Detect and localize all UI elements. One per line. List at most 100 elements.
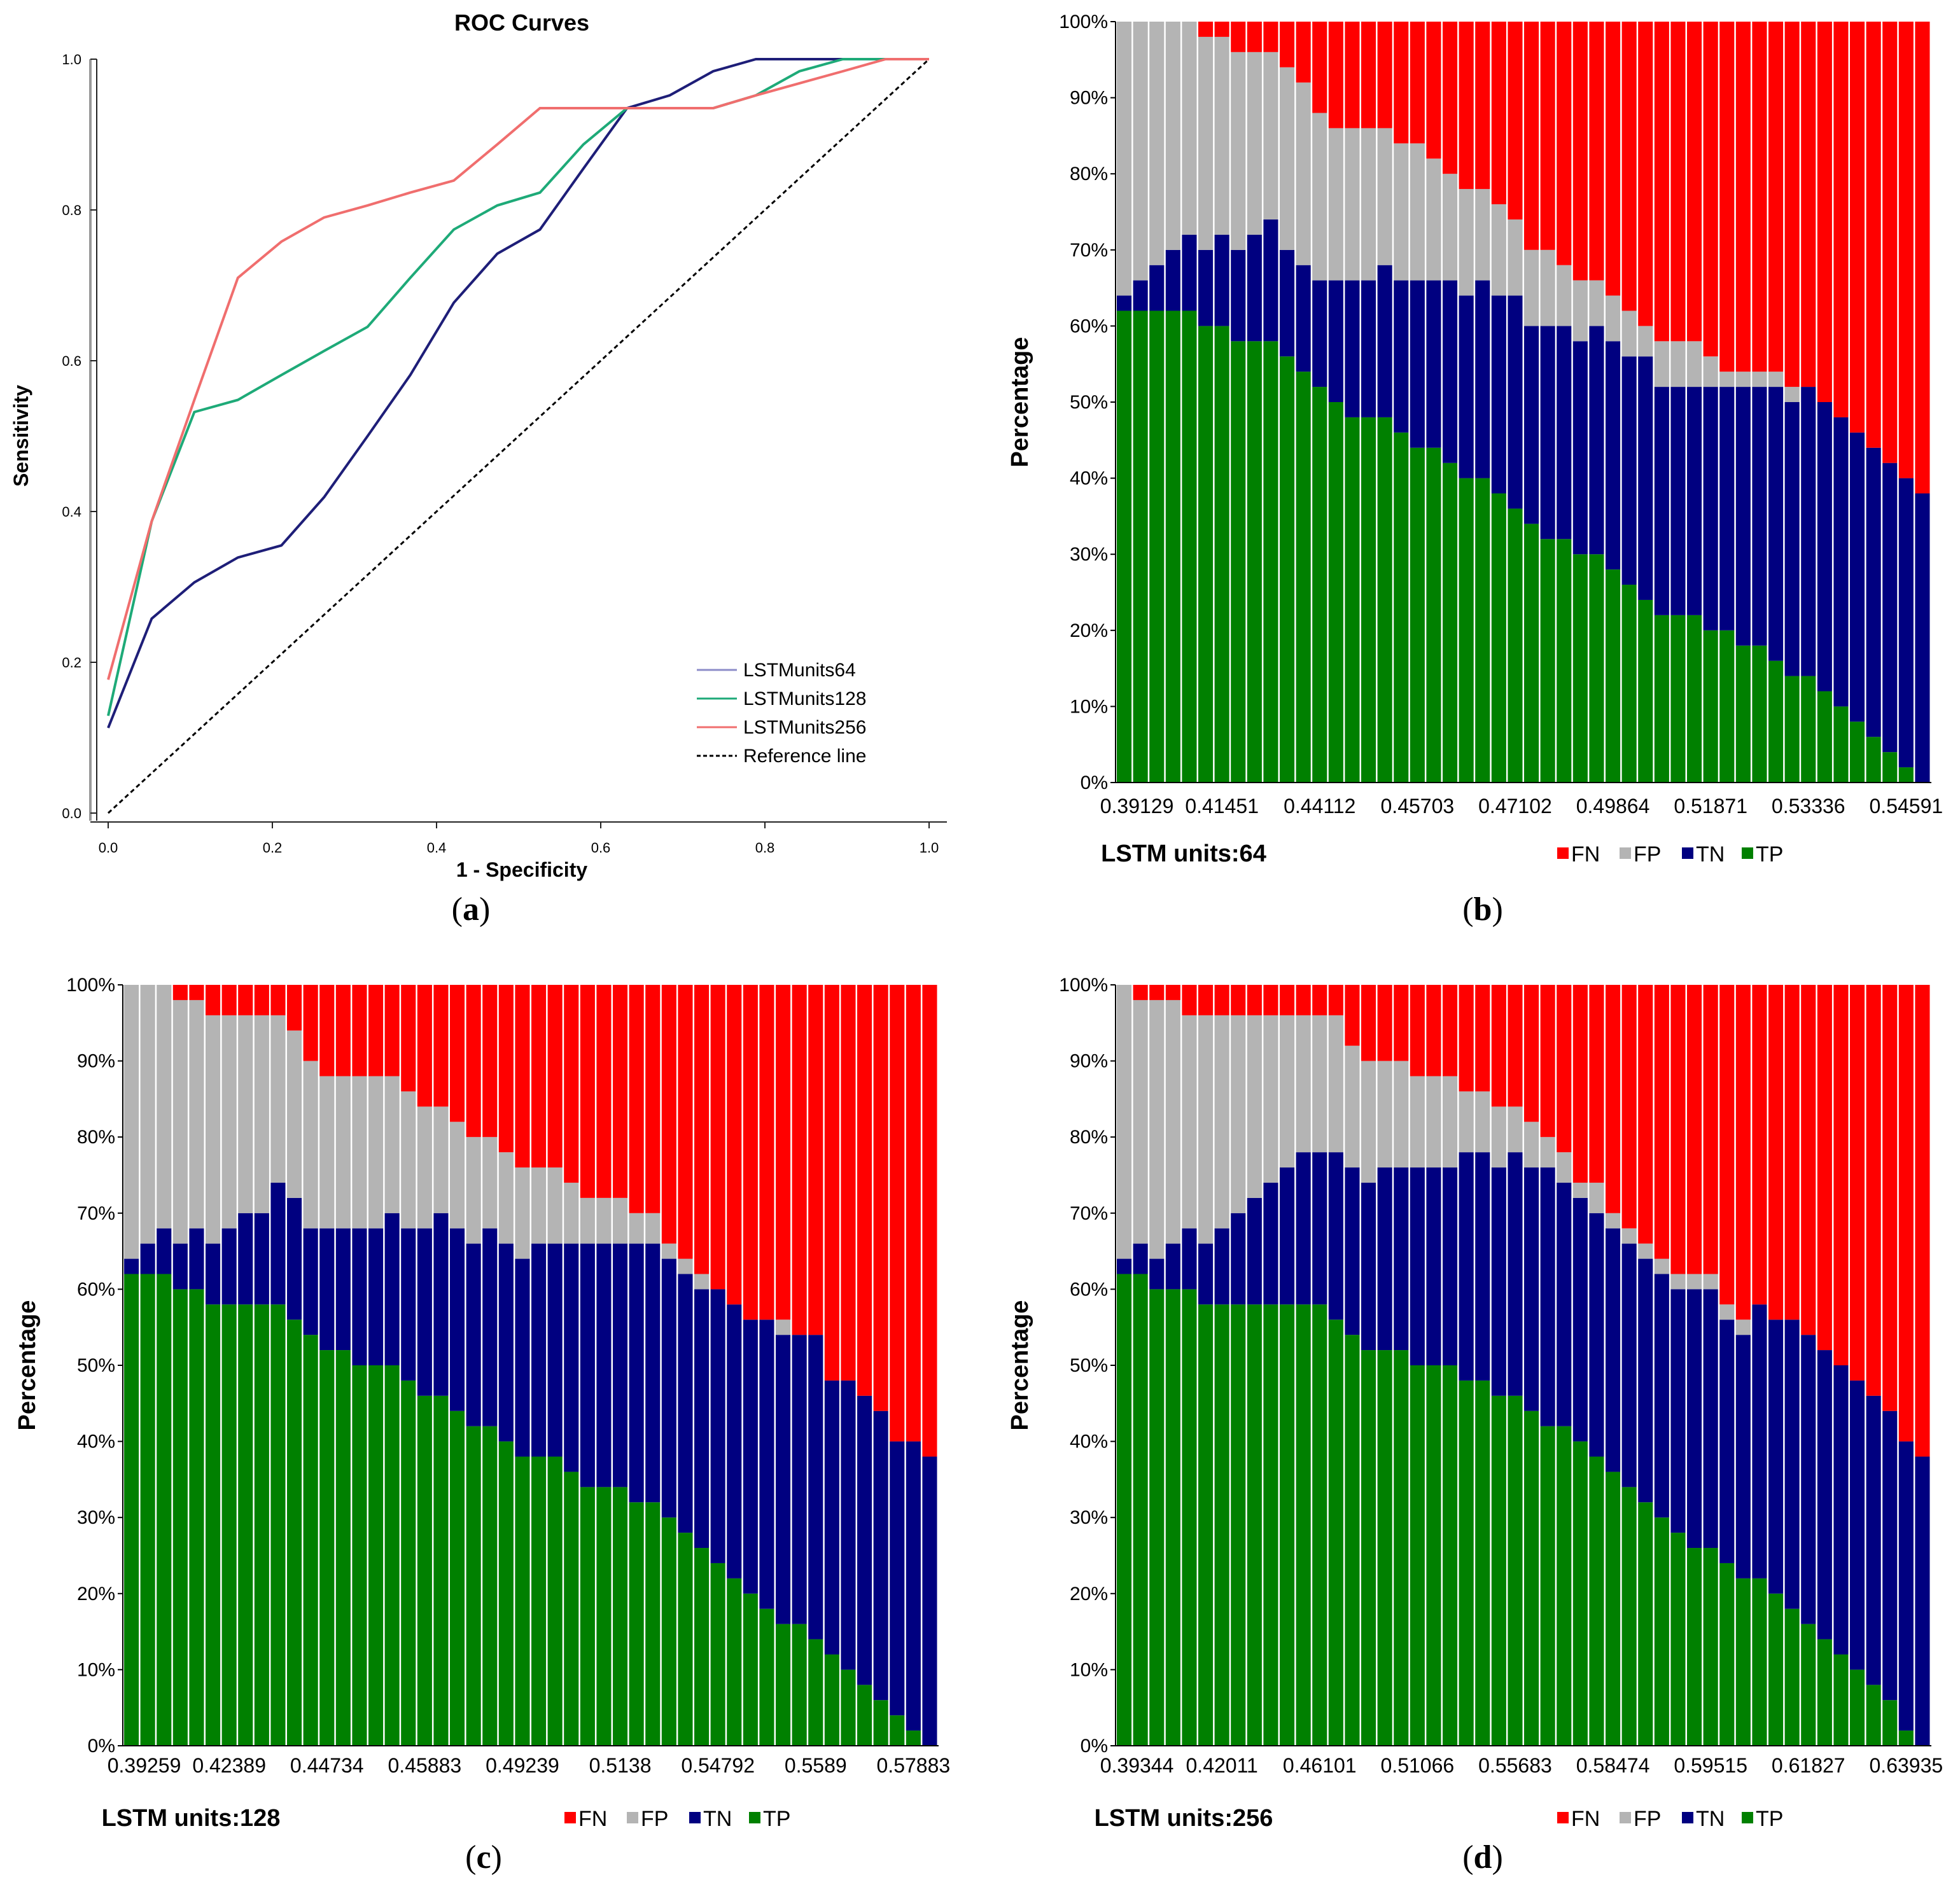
bar-fn xyxy=(1915,985,1930,1457)
bar-fn xyxy=(1882,22,1898,463)
bar-tp xyxy=(1768,660,1784,783)
bar-fp xyxy=(1703,1274,1718,1290)
roc-y-axis-label: Sensitivity xyxy=(10,385,32,487)
bar-tn xyxy=(580,1243,595,1487)
bar-fn xyxy=(1491,985,1506,1107)
bar-fn xyxy=(873,985,888,1411)
bar-tp xyxy=(1719,1563,1735,1746)
bar-fn xyxy=(1589,985,1604,1183)
legend-label: Reference line xyxy=(743,746,866,767)
y-tick-label: 30% xyxy=(1070,1507,1108,1528)
bar-tn xyxy=(1621,356,1637,585)
bar-tp xyxy=(417,1395,432,1746)
legend-swatch-tn xyxy=(1682,847,1693,859)
bar-tp xyxy=(1540,539,1555,783)
bar-fn xyxy=(1475,985,1490,1092)
y-tick-label: 60% xyxy=(1070,316,1108,337)
bar-fn xyxy=(710,985,725,1290)
bar-tn xyxy=(1670,1289,1686,1533)
chart-title: LSTM units:64 xyxy=(1101,840,1266,867)
legend-swatch-fp xyxy=(627,1812,638,1823)
bar-fn xyxy=(1198,22,1214,37)
legend-swatch-tp xyxy=(1742,847,1753,859)
x-tick-label: 0.5138 xyxy=(589,1754,652,1777)
bar-tn xyxy=(1752,387,1767,646)
bar-fp xyxy=(1133,22,1148,281)
bar-fn xyxy=(1263,985,1278,1015)
x-tick-label: 0.45703 xyxy=(1381,795,1455,818)
bar-fp xyxy=(1508,219,1523,296)
bar-tn xyxy=(1182,234,1197,311)
bar-fp xyxy=(1280,1015,1295,1168)
bar-tp xyxy=(1426,1365,1441,1746)
bar-fn xyxy=(906,985,921,1442)
bar-tp xyxy=(1296,1304,1311,1746)
roc-y-tick-label: 0.8 xyxy=(62,202,81,218)
bar-fp xyxy=(368,1076,384,1229)
bar-tp xyxy=(824,1654,839,1746)
bar-fp xyxy=(1735,1320,1751,1335)
bar-tn xyxy=(661,1258,676,1518)
bar-fn xyxy=(1898,985,1914,1442)
bar-tn xyxy=(1345,1167,1360,1335)
bar-tn xyxy=(172,1243,188,1290)
bar-fp xyxy=(1296,82,1311,265)
bar-fn xyxy=(857,985,872,1396)
bar-tn xyxy=(1850,432,1865,722)
legend-label: TN xyxy=(1696,1807,1725,1831)
bar-fn xyxy=(1801,22,1816,387)
bar-fn xyxy=(401,985,416,1092)
bar-tn xyxy=(1410,280,1425,448)
bar-fp xyxy=(1117,22,1132,296)
bar-fn xyxy=(629,985,644,1213)
bar-fp xyxy=(1247,52,1262,235)
bar-tn xyxy=(1882,1410,1898,1701)
bar-tn xyxy=(1703,1289,1718,1549)
bar-tp xyxy=(1443,1365,1458,1746)
bar-tp xyxy=(1638,599,1653,783)
bar-fn xyxy=(1654,985,1669,1259)
roc-series-lstmunits128 xyxy=(107,58,929,716)
roc-x-tick-label: 0.6 xyxy=(591,840,611,856)
bar-tn xyxy=(417,1228,432,1396)
bar-fn xyxy=(1377,22,1392,129)
bar-tn xyxy=(1524,326,1539,524)
bar-fp xyxy=(335,1076,351,1229)
bar-fn xyxy=(1198,985,1214,1015)
bar-tn xyxy=(140,1243,155,1274)
legend-label: FN xyxy=(578,1807,607,1831)
y-tick-label: 80% xyxy=(77,1127,115,1148)
bar-tp xyxy=(238,1304,253,1746)
bar-fn xyxy=(335,985,351,1076)
bar-tn xyxy=(1491,1167,1506,1396)
bar-tp xyxy=(759,1608,774,1746)
bar-fn xyxy=(1557,985,1572,1153)
bar-tn xyxy=(1540,326,1555,540)
bar-tp xyxy=(1280,356,1295,783)
y-tick-label: 100% xyxy=(1059,975,1108,996)
bar-fp xyxy=(417,1106,432,1229)
x-tick-label: 0.44734 xyxy=(290,1754,364,1777)
bar-tn xyxy=(564,1243,579,1472)
roc-x-axis-label: 1 - Specificity xyxy=(456,858,588,881)
bar-fp xyxy=(645,1213,661,1244)
bar-fp xyxy=(776,1320,791,1335)
bar-fp xyxy=(1198,36,1214,250)
bar-tp xyxy=(1850,721,1865,783)
bar-tn xyxy=(221,1228,237,1305)
y-tick-label: 10% xyxy=(77,1659,115,1680)
bar-fn xyxy=(303,985,318,1061)
bar-fn xyxy=(1768,22,1784,372)
bar-fn xyxy=(1621,985,1637,1229)
bar-tp xyxy=(1247,1304,1262,1746)
bar-tn xyxy=(645,1243,661,1503)
bar-tp xyxy=(1882,752,1898,783)
x-tick-label: 0.59515 xyxy=(1674,1754,1747,1777)
bar-fp xyxy=(401,1091,416,1229)
bar-fp xyxy=(1524,1122,1539,1168)
bar-tp xyxy=(1475,478,1490,783)
bar-tn xyxy=(1377,1167,1392,1351)
bar-fn xyxy=(1361,22,1376,129)
bar-tn xyxy=(1687,1289,1702,1549)
bar-fn xyxy=(1214,985,1229,1015)
